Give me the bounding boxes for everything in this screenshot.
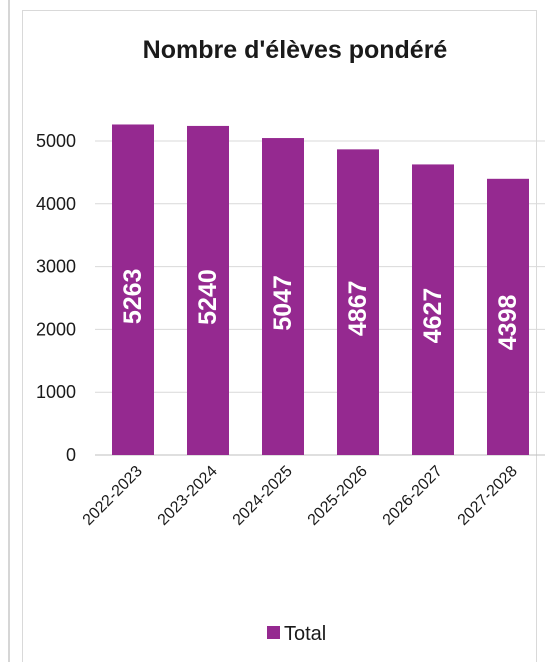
chart-title: Nombre d'élèves pondéré — [143, 36, 448, 64]
x-tick-label: 2022-2023 — [80, 463, 146, 529]
data-labels: 5263 5240 5047 4867 4627 4398 — [119, 269, 522, 351]
bar — [487, 178, 529, 455]
legend-label-total: Total — [284, 623, 326, 645]
y-tick-label: 0 — [66, 445, 76, 465]
y-tick-label: 1000 — [36, 382, 76, 402]
x-tick-label: 2025-2026 — [305, 463, 371, 529]
x-tick-label: 2024-2025 — [230, 463, 296, 529]
x-tick-label: 2027-2028 — [455, 463, 521, 529]
bar — [412, 164, 454, 456]
data-label: 5240 — [194, 269, 222, 325]
bars — [112, 124, 529, 456]
bar — [337, 149, 379, 455]
bar — [187, 125, 229, 455]
left-panel-border — [8, 0, 10, 662]
gridlines — [95, 140, 545, 456]
y-tick-label: 2000 — [36, 319, 76, 339]
data-label: 4627 — [419, 288, 447, 344]
bar — [112, 124, 154, 456]
legend: Total — [267, 623, 326, 645]
x-tick-label: 2026-2027 — [380, 463, 446, 529]
data-label: 4398 — [494, 295, 522, 351]
legend-swatch-total — [267, 626, 280, 639]
bar — [262, 138, 304, 455]
y-axis: 0 1000 2000 3000 4000 5000 — [36, 131, 76, 465]
y-tick-label: 4000 — [36, 194, 76, 214]
data-label: 5047 — [269, 275, 297, 331]
data-label: 5263 — [119, 269, 147, 325]
y-tick-label: 5000 — [36, 131, 76, 151]
x-tick-label: 2023-2024 — [155, 463, 221, 529]
y-tick-label: 3000 — [36, 257, 76, 277]
data-label: 4867 — [344, 280, 372, 336]
x-axis: 2022-2023 2023-2024 2024-2025 2025-2026 2026… — [80, 463, 521, 529]
